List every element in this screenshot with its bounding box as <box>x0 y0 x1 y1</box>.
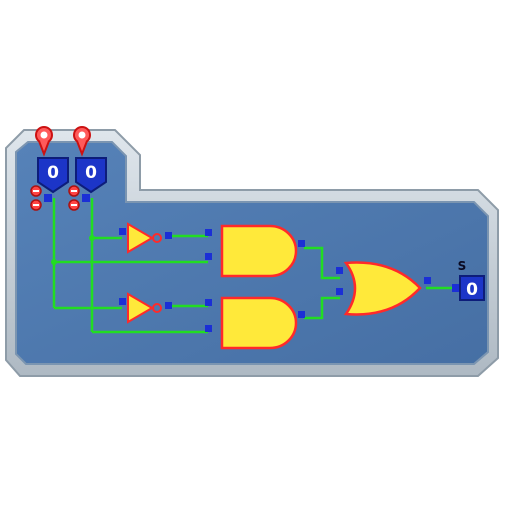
pin <box>205 299 212 306</box>
pin <box>298 311 305 318</box>
pin <box>119 228 126 235</box>
pin <box>205 253 212 260</box>
pin <box>165 232 172 239</box>
pin <box>205 325 212 332</box>
output-value: 0 <box>466 280 478 300</box>
output-label: S <box>458 259 467 273</box>
pin <box>424 277 431 284</box>
output-box <box>459 275 485 301</box>
input-a[interactable]: 0 <box>30 126 69 211</box>
and-gate-top[interactable] <box>205 224 305 278</box>
pin <box>336 267 343 274</box>
input-a-pin <box>44 194 52 202</box>
output-pin <box>452 284 460 292</box>
pin <box>205 229 212 236</box>
wire-junctions <box>51 235 95 265</box>
and-gate-bottom[interactable] <box>205 296 305 350</box>
pin <box>336 288 343 295</box>
not-gate-top[interactable] <box>119 222 172 254</box>
wires <box>52 198 458 334</box>
input-b-pin <box>82 194 90 202</box>
input-a-value: 0 <box>47 163 59 183</box>
map-pin-icon[interactable] <box>35 126 53 157</box>
wire-and1-to-or <box>304 246 340 280</box>
or-gate[interactable] <box>336 261 431 316</box>
output-s: S 0 <box>452 259 485 301</box>
input-b[interactable]: 0 <box>68 126 107 211</box>
pin <box>298 240 305 247</box>
junction-dot <box>51 259 57 265</box>
not-gate-bottom[interactable] <box>119 292 172 324</box>
pin <box>165 302 172 309</box>
input-b-box[interactable] <box>75 157 107 194</box>
wire-and2-to-or <box>304 296 340 320</box>
pin <box>119 298 126 305</box>
rotate-icon[interactable] <box>30 185 42 211</box>
input-a-box[interactable] <box>37 157 69 194</box>
junction-dot <box>89 235 95 241</box>
rotate-icon[interactable] <box>68 185 80 211</box>
map-pin-icon[interactable] <box>73 126 91 157</box>
input-b-value: 0 <box>85 163 97 183</box>
